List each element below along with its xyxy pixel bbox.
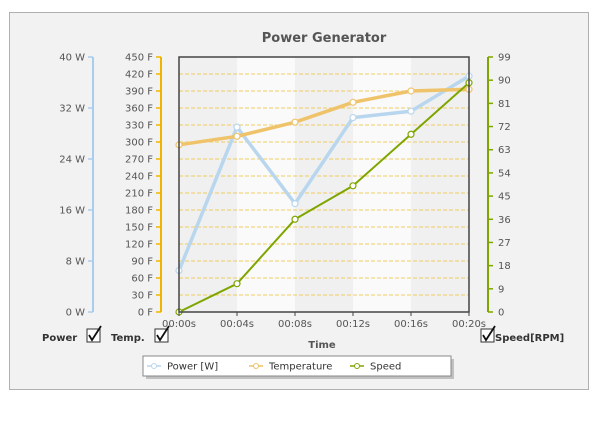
speed-tick-label: 72 bbox=[498, 122, 511, 133]
temp-tick-label: 330 F bbox=[125, 121, 153, 132]
temp-tick-label: 300 F bbox=[125, 138, 153, 149]
check-icon bbox=[156, 325, 170, 342]
speed-tick-label: 81 bbox=[498, 99, 511, 110]
data-point-power bbox=[291, 200, 299, 208]
x-tick-label: 00:08s bbox=[278, 319, 312, 330]
legend-label: Speed bbox=[370, 362, 401, 373]
speed-tick-label: 0 bbox=[498, 308, 504, 319]
series-line-temp bbox=[178, 87, 470, 147]
temp-toggle-checkbox[interactable] bbox=[154, 325, 170, 343]
speed-tick-label: 63 bbox=[498, 145, 511, 156]
plot-border bbox=[178, 56, 470, 313]
x-tick-label: 00:16s bbox=[394, 319, 428, 330]
data-point-speed bbox=[407, 130, 415, 138]
legend-marker bbox=[253, 363, 259, 369]
power-tick-label: 8 W bbox=[66, 257, 86, 268]
x-tick-label: 00:12s bbox=[336, 319, 370, 330]
data-point-speed bbox=[291, 215, 299, 223]
speed-tick-label: 27 bbox=[498, 238, 511, 249]
plot-band bbox=[411, 57, 469, 312]
power-tick-label: 0 W bbox=[66, 308, 86, 319]
x-tick-label: 00:20s bbox=[452, 319, 486, 330]
data-point-temp bbox=[349, 98, 357, 106]
series-line-speed bbox=[178, 82, 470, 313]
grid-lines bbox=[179, 73, 469, 296]
plot-band bbox=[295, 57, 353, 312]
speed-tick-label: 36 bbox=[498, 215, 511, 226]
legend-label: Power [W] bbox=[167, 362, 218, 373]
x-axis-ticks: 00:00s 00:04s 00:08s 00:12s 00:16s 00:20s bbox=[162, 312, 486, 330]
power-tick-label: 24 W bbox=[59, 155, 85, 166]
temp-tick-label: 420 F bbox=[125, 70, 153, 81]
plot-background bbox=[179, 57, 469, 312]
check-icon bbox=[482, 325, 496, 342]
plot-band bbox=[179, 57, 237, 312]
legend-item-temp[interactable]: Temperature bbox=[249, 362, 332, 373]
speed-tick-label: 9 bbox=[498, 284, 504, 295]
temperature-axis: 0 F 30 F 60 F 90 F 120 F 150 F 180 F 210 F 240 F… bbox=[125, 53, 162, 319]
temp-tick-label: 180 F bbox=[125, 206, 153, 217]
x-tick-label: 00:00s bbox=[162, 319, 196, 330]
data-point-temp bbox=[407, 87, 415, 95]
temp-tick-label: 270 F bbox=[125, 155, 153, 166]
temp-tick-label: 450 F bbox=[125, 53, 153, 64]
legend-item-speed[interactable]: Speed bbox=[350, 362, 401, 373]
speed-axis: 0 9 18 27 36 45 54 63 72 81 90 99 bbox=[487, 53, 511, 319]
speed-tick-label: 90 bbox=[498, 76, 511, 87]
series-line-power bbox=[177, 74, 470, 272]
temp-tick-label: 90 F bbox=[131, 257, 153, 268]
data-point-speed bbox=[233, 280, 241, 288]
speed-toggle-checkbox[interactable] bbox=[480, 325, 496, 343]
power-tick-label: 16 W bbox=[59, 206, 85, 217]
temp-tick-label: 360 F bbox=[125, 104, 153, 115]
data-point-speed bbox=[349, 182, 357, 190]
legend-label: Temperature bbox=[268, 362, 332, 373]
speed-tick-label: 18 bbox=[498, 261, 511, 272]
legend-item-power[interactable]: Power [W] bbox=[147, 362, 218, 373]
temp-tick-label: 120 F bbox=[125, 240, 153, 251]
power-toggle-checkbox[interactable] bbox=[86, 325, 102, 343]
temp-tick-label: 390 F bbox=[125, 87, 153, 98]
legend: Power [W] Temperature Speed bbox=[142, 355, 454, 379]
legend-marker bbox=[354, 363, 360, 369]
speed-tick-label: 99 bbox=[498, 53, 511, 64]
power-toggle-label: Power bbox=[42, 333, 77, 344]
temp-toggle-label: Temp. bbox=[111, 333, 145, 344]
temp-tick-label: 150 F bbox=[125, 223, 153, 234]
x-axis-label: Time bbox=[308, 340, 336, 351]
data-point-power bbox=[349, 113, 357, 122]
speed-tick-label: 54 bbox=[498, 168, 511, 179]
data-point-power bbox=[233, 123, 241, 131]
chart-title: Power Generator bbox=[262, 31, 387, 46]
speed-tick-label: 45 bbox=[498, 192, 511, 203]
legend-marker bbox=[151, 363, 157, 369]
power-tick-label: 40 W bbox=[59, 53, 85, 64]
temp-tick-label: 240 F bbox=[125, 172, 153, 183]
power-axis: 0 W 8 W 16 W 24 W 32 W 40 W bbox=[59, 53, 94, 319]
data-point-power bbox=[407, 107, 415, 115]
speed-toggle-label: Speed[RPM] bbox=[495, 333, 564, 344]
temp-tick-label: 30 F bbox=[131, 291, 153, 302]
temp-tick-label: 210 F bbox=[125, 189, 153, 200]
check-icon bbox=[88, 325, 102, 342]
x-tick-label: 00:04s bbox=[220, 319, 254, 330]
data-point-temp bbox=[291, 118, 299, 126]
power-tick-label: 32 W bbox=[59, 104, 85, 115]
data-point-temp bbox=[233, 132, 241, 140]
temp-tick-label: 60 F bbox=[131, 274, 153, 285]
temp-tick-label: 0 F bbox=[138, 308, 154, 319]
